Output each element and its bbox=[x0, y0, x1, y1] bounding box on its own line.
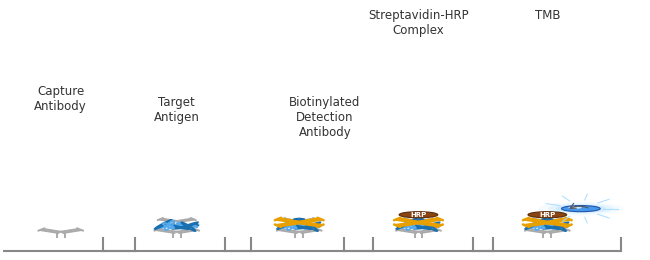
Polygon shape bbox=[541, 218, 553, 220]
Ellipse shape bbox=[538, 202, 623, 215]
Text: TMB: TMB bbox=[534, 9, 560, 22]
Text: Target
Antigen: Target Antigen bbox=[154, 96, 200, 124]
Ellipse shape bbox=[528, 212, 567, 218]
Polygon shape bbox=[413, 218, 424, 220]
Text: Biotinylated
Detection
Antibody: Biotinylated Detection Antibody bbox=[289, 96, 361, 139]
Ellipse shape bbox=[568, 207, 582, 209]
Text: Streptavidin-HRP
Complex: Streptavidin-HRP Complex bbox=[368, 9, 469, 37]
Text: HRP: HRP bbox=[410, 212, 426, 218]
Ellipse shape bbox=[556, 205, 606, 213]
Text: Capture
Antibody: Capture Antibody bbox=[34, 86, 87, 113]
Polygon shape bbox=[293, 218, 305, 220]
Ellipse shape bbox=[562, 206, 600, 212]
Ellipse shape bbox=[548, 203, 614, 214]
Ellipse shape bbox=[399, 212, 438, 218]
Text: HRP: HRP bbox=[540, 212, 556, 218]
